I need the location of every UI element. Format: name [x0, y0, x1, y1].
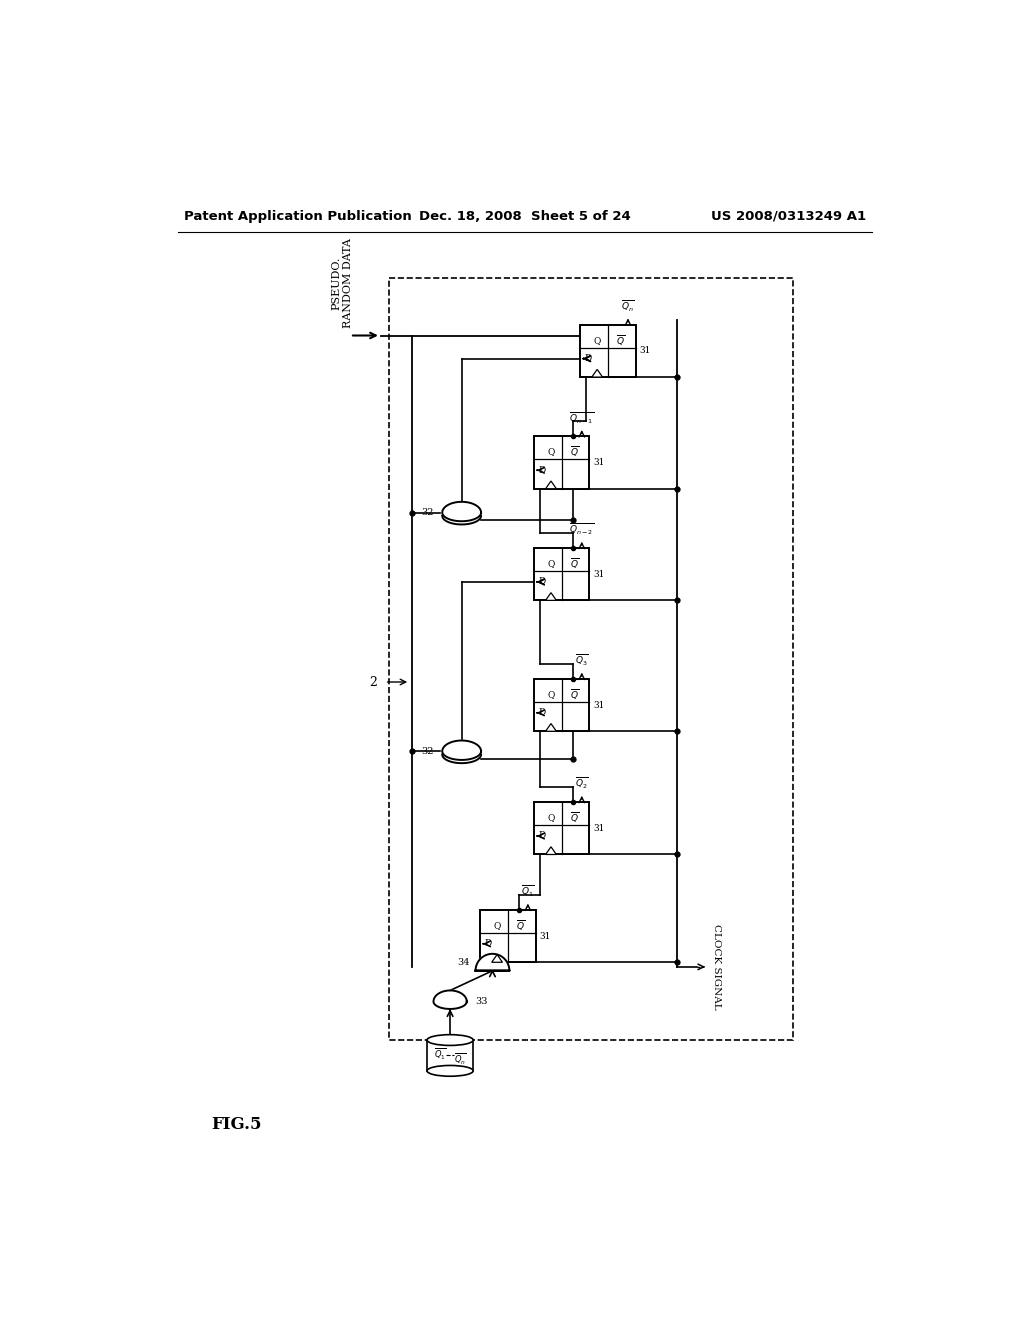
Text: 31: 31 [593, 701, 605, 710]
Text: 31: 31 [593, 570, 605, 578]
Polygon shape [546, 593, 556, 601]
Text: 32: 32 [422, 508, 434, 517]
Ellipse shape [427, 1065, 473, 1076]
Bar [535, 803, 590, 854]
Polygon shape [442, 741, 481, 760]
Bar [581, 325, 636, 378]
Polygon shape [592, 370, 602, 378]
Text: $\overline{Q}$: $\overline{Q}$ [615, 333, 625, 347]
Text: $\overline{Q}$: $\overline{Q}$ [569, 556, 579, 570]
Text: 31: 31 [593, 458, 605, 467]
Text: FIG.5: FIG.5 [211, 1117, 262, 1134]
Text: Q: Q [547, 447, 555, 457]
Text: $\overline{Q}$: $\overline{Q}$ [569, 445, 579, 459]
Text: CLOCK SIGNAL: CLOCK SIGNAL [712, 924, 721, 1010]
Polygon shape [442, 502, 481, 521]
Text: D: D [484, 940, 492, 948]
Text: $\overline{Q}$: $\overline{Q}$ [569, 686, 579, 702]
Text: $\overline{Q}$: $\overline{Q}$ [516, 917, 524, 933]
Text: $\overline{Q_2}$: $\overline{Q_2}$ [575, 776, 589, 792]
Text: Q: Q [594, 335, 601, 345]
Text: D: D [539, 466, 546, 475]
Polygon shape [433, 990, 467, 1008]
Text: $\overline{Q_n}$: $\overline{Q_n}$ [454, 1052, 467, 1067]
Text: PSEUDO.
RANDOM DATA: PSEUDO. RANDOM DATA [332, 238, 353, 327]
Text: Q: Q [494, 921, 501, 929]
Text: $\overline{Q_{n-1}}$: $\overline{Q_{n-1}}$ [569, 411, 594, 425]
Bar [388, 277, 793, 1040]
Text: D: D [585, 354, 592, 363]
Text: $\overline{Q_{n-2}}$: $\overline{Q_{n-2}}$ [569, 521, 594, 537]
Text: D: D [539, 832, 546, 841]
Text: Dec. 18, 2008  Sheet 5 of 24: Dec. 18, 2008 Sheet 5 of 24 [419, 210, 631, 223]
Text: D: D [539, 709, 546, 717]
Text: 34: 34 [457, 958, 469, 966]
Bar [535, 437, 590, 488]
Text: $\overline{Q_1}$: $\overline{Q_1}$ [521, 884, 535, 899]
Text: $\overline{Q_3}$: $\overline{Q_3}$ [575, 653, 589, 668]
Text: 2: 2 [369, 676, 377, 689]
Ellipse shape [427, 1035, 473, 1045]
Text: Q: Q [547, 558, 555, 568]
Text: D: D [539, 577, 546, 586]
Text: Q: Q [547, 813, 555, 822]
Text: 31: 31 [593, 824, 605, 833]
Text: 32: 32 [422, 747, 434, 756]
Bar [535, 678, 590, 731]
Bar [535, 548, 590, 601]
Polygon shape [546, 480, 556, 488]
Text: 33: 33 [475, 997, 487, 1006]
Polygon shape [492, 954, 503, 962]
Text: 31: 31 [540, 932, 551, 941]
Text: 31: 31 [640, 346, 651, 355]
Text: $\overline{Q_1}$: $\overline{Q_1}$ [434, 1047, 446, 1061]
Polygon shape [475, 954, 509, 970]
Text: US 2008/0313249 A1: US 2008/0313249 A1 [711, 210, 866, 223]
Text: $\overline{Q_n}$: $\overline{Q_n}$ [622, 298, 635, 314]
Bar [427, 1040, 473, 1071]
Text: Q: Q [547, 690, 555, 698]
Bar [480, 909, 536, 962]
Polygon shape [546, 723, 556, 731]
Polygon shape [546, 847, 556, 854]
Text: Patent Application Publication: Patent Application Publication [184, 210, 413, 223]
Text: $\overline{Q}$: $\overline{Q}$ [569, 810, 579, 825]
